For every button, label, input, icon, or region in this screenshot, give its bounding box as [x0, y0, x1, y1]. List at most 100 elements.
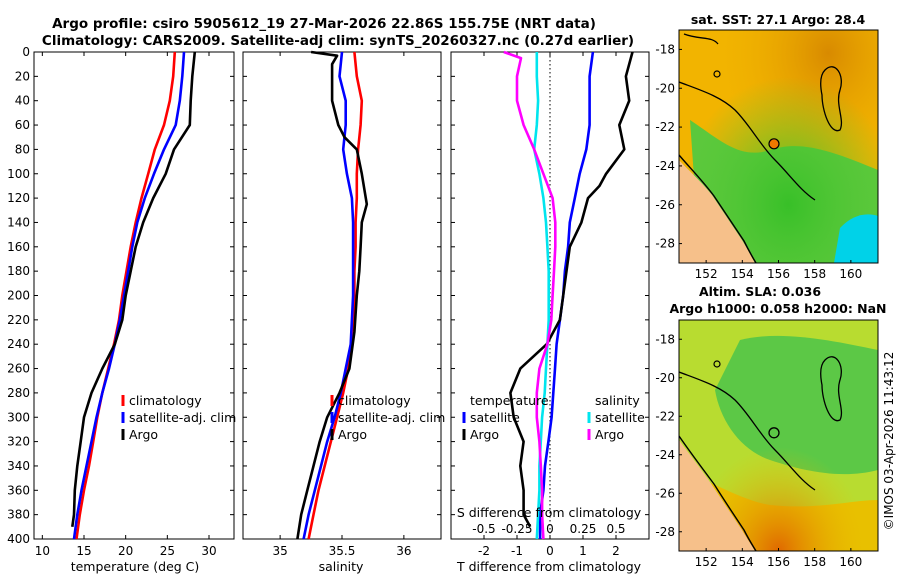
legend-label-argo: Argo	[129, 427, 158, 442]
salinity-xlabel: salinity	[319, 559, 364, 574]
x-tick-label: 35.5	[329, 544, 356, 558]
y-tick-label: 280	[7, 386, 30, 400]
legend-label-climatology: climatology	[129, 393, 202, 408]
y-tick-label: 300	[7, 410, 30, 424]
x-tick-label: 1	[579, 544, 587, 558]
map-x-tick-label: 158	[803, 267, 826, 281]
x-tick-label: 36	[396, 544, 411, 558]
map-y-tick-label: -26	[655, 198, 675, 212]
map-y-tick-label: -22	[655, 120, 675, 134]
map-y-tick-label: -18	[655, 42, 675, 56]
legend-label-satellite: satellite-adj. clim	[129, 410, 236, 425]
temperature-plot: 0 20 40 60 80 100 120 140 160 180 200 220 240 260 280 3…	[7, 45, 234, 558]
y-tick-label: 380	[7, 508, 30, 522]
legend-label-t-satellite: satellite	[470, 410, 520, 425]
x-tick-label: 20	[118, 544, 133, 558]
map-y-tick-label: -20	[655, 371, 675, 385]
map-y-tick-label: -18	[655, 332, 675, 346]
y-tick-label: 320	[7, 435, 30, 449]
sla-map-subtitle: Argo h1000: 0.058 h2000: NaN	[669, 301, 886, 316]
map-y-tick-label: -22	[655, 409, 675, 423]
sst-reef-contour	[820, 66, 843, 132]
y-tick-label: 360	[7, 483, 30, 497]
x-tick-label: 2	[612, 544, 620, 558]
map-x-tick-label: 152	[695, 555, 718, 569]
map-x-tick-label: 154	[731, 267, 754, 281]
sla-coastline	[679, 435, 757, 551]
s-x-tick-label: 0.5	[606, 522, 625, 536]
legend-label-t-argo: Argo	[470, 427, 499, 442]
sla-map-axes: 152 154 156 158 160 -18 -20 -22 -24 -26 -28	[655, 332, 862, 569]
difference-legend: temperature satellite Argo salinity sate…	[462, 393, 645, 442]
sst-map-axes: 152 154 156 158 160 -18 -20 -22 -24 -26 -28	[655, 42, 862, 281]
y-tick-label: 40	[15, 94, 30, 108]
legend-title-temperature: temperature	[470, 393, 549, 408]
series-line-t-argo	[509, 51, 634, 528]
temperature-legend: climatology satellite-adj. clim Argo	[121, 393, 236, 442]
y-tick-label: 60	[15, 118, 30, 132]
y-tick-label: 20	[15, 69, 30, 83]
y-tick-label: 0	[22, 45, 30, 59]
y-tick-label: 340	[7, 459, 30, 473]
series-line-argo	[296, 50, 369, 540]
s-x-tick-label: -0.25	[501, 522, 532, 536]
x-tick-label: 15	[76, 544, 91, 558]
y-tick-label: 80	[15, 142, 30, 156]
legend-label-climatology: climatology	[338, 393, 411, 408]
salinity-legend: climatology satellite-adj. clim Argo	[330, 393, 445, 442]
difference-xlabel: T difference from climatology	[456, 559, 642, 574]
sla-reef-contour	[679, 371, 816, 491]
map-y-tick-label: -24	[655, 448, 675, 462]
y-tick-label: 120	[7, 191, 30, 205]
map-y-tick-label: -26	[655, 486, 675, 500]
map-x-tick-label: 160	[839, 267, 862, 281]
series-line-s-argo	[503, 50, 557, 540]
sla-argo-marker	[768, 427, 780, 439]
x-tick-label: 0	[546, 544, 554, 558]
y-tick-label: 180	[7, 264, 30, 278]
y-tick-label: 100	[7, 167, 30, 181]
legend-label-satellite: satellite-adj. clim	[338, 410, 445, 425]
legend-label-s-argo: Argo	[595, 427, 624, 442]
x-tick-label: -1	[511, 544, 523, 558]
sst-cold-region	[834, 214, 878, 263]
x-tick-label: 30	[201, 544, 216, 558]
x-tick-label: 25	[160, 544, 175, 558]
map-x-tick-label: 160	[839, 555, 862, 569]
y-tick-label: 400	[7, 532, 30, 546]
map-x-tick-label: 154	[731, 555, 754, 569]
map-y-tick-label: -28	[655, 525, 675, 539]
y-tick-label: 140	[7, 215, 30, 229]
map-x-tick-label: 156	[767, 555, 790, 569]
figure-title-line2: Climatology: CARS2009. Satellite-adj cli…	[42, 33, 634, 49]
series-line-argo	[71, 51, 197, 527]
s-x-tick-label: -0.5	[472, 522, 495, 536]
legend-title-salinity: salinity	[595, 393, 640, 408]
salinity-panel	[242, 51, 442, 540]
salinity-plot: 35 35.5 36	[243, 50, 441, 558]
map-x-tick-label: 152	[695, 267, 718, 281]
sst-island	[713, 70, 721, 78]
x-tick-label: -2	[478, 544, 490, 558]
sst-land	[679, 160, 755, 263]
map-x-tick-label: 156	[767, 267, 790, 281]
y-tick-label: 200	[7, 289, 30, 303]
temperature-panel	[33, 51, 235, 540]
map-y-tick-label: -20	[655, 81, 675, 95]
sla-reef-contour	[820, 356, 843, 422]
figure-title-line1: Argo profile: csiro 5905612_19 27-Mar-20…	[52, 16, 596, 32]
sst-reef-contour	[683, 33, 719, 45]
sst-reef-contour	[679, 81, 816, 201]
difference-plot: -2 -1 0 1 2 -0.5 -0.25 0 0.25 0.5	[451, 50, 649, 558]
y-tick-label: 240	[7, 337, 30, 351]
sla-island	[713, 360, 721, 368]
temperature-xlabel: temperature (deg C)	[71, 559, 200, 574]
y-tick-label: 160	[7, 240, 30, 254]
sst-map-title: sat. SST: 27.1 Argo: 28.4	[691, 12, 866, 27]
x-tick-label: 10	[35, 544, 50, 558]
sla-map-title: Altim. SLA: 0.036	[699, 284, 821, 299]
series-line-climatology	[75, 51, 177, 540]
series-line-satellite-adj-clim	[72, 51, 186, 540]
s-x-tick-label: 0	[546, 522, 554, 536]
